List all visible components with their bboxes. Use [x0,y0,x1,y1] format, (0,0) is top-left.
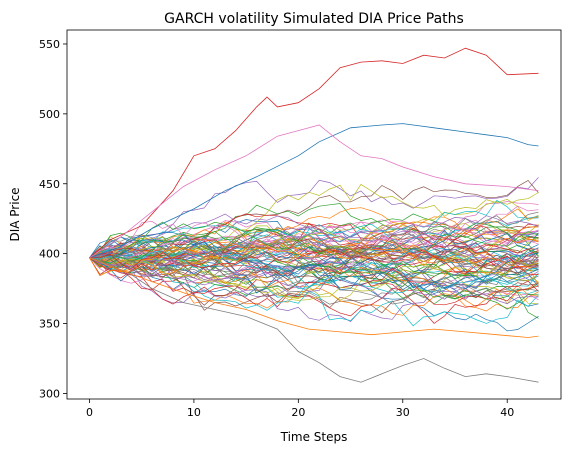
series-line [89,257,539,297]
series-line [89,237,539,294]
x-tick-label: 40 [500,406,514,419]
y-tick-label: 400 [39,248,60,261]
series-line [89,221,539,268]
series-line [89,247,539,280]
series-line [89,213,539,259]
series-line [89,254,539,319]
series-line [89,221,539,286]
y-axis: 300 350 400 450 500 550 [39,38,67,400]
series-line [89,199,539,259]
series-line [89,124,539,259]
x-axis-label: Time Steps [280,430,348,444]
y-axis-label: DIA Price [8,187,22,241]
series-line [89,253,539,314]
series-line [89,257,539,316]
series-line [89,257,539,338]
series-line [89,123,539,259]
y-tick-label: 550 [39,38,60,51]
series-line [89,243,539,283]
series-line [89,257,539,383]
y-tick-label: 450 [39,178,60,191]
series-line [89,211,539,260]
series-line [89,257,539,305]
series-paths [89,47,539,383]
series-line [89,224,539,274]
series-line [89,244,539,274]
series-line [89,248,539,290]
series-line [89,47,539,259]
x-tick-label: 20 [291,406,305,419]
series-line [89,208,539,272]
series-line [89,242,539,269]
x-tick-label: 10 [187,406,201,419]
chart-title: GARCH volatility Simulated DIA Price Pat… [164,11,464,27]
series-line [89,225,539,262]
series-line [89,230,539,264]
series-line [89,205,539,259]
series-line [89,247,539,294]
series-line [89,232,539,290]
series-line [89,237,539,277]
x-axis: 0 10 20 30 40 [86,399,514,419]
series-line [89,203,539,265]
y-tick-label: 300 [39,387,60,400]
y-tick-label: 350 [39,318,60,331]
plot-frame [66,29,562,400]
series-line [89,248,539,275]
series-line [89,213,539,259]
y-tick-label: 500 [39,108,60,121]
series-line [89,244,539,272]
series-line [89,230,539,310]
series-line [89,245,539,294]
x-tick-label: 0 [86,406,93,419]
x-tick-label: 30 [396,406,410,419]
series-line [89,226,539,276]
